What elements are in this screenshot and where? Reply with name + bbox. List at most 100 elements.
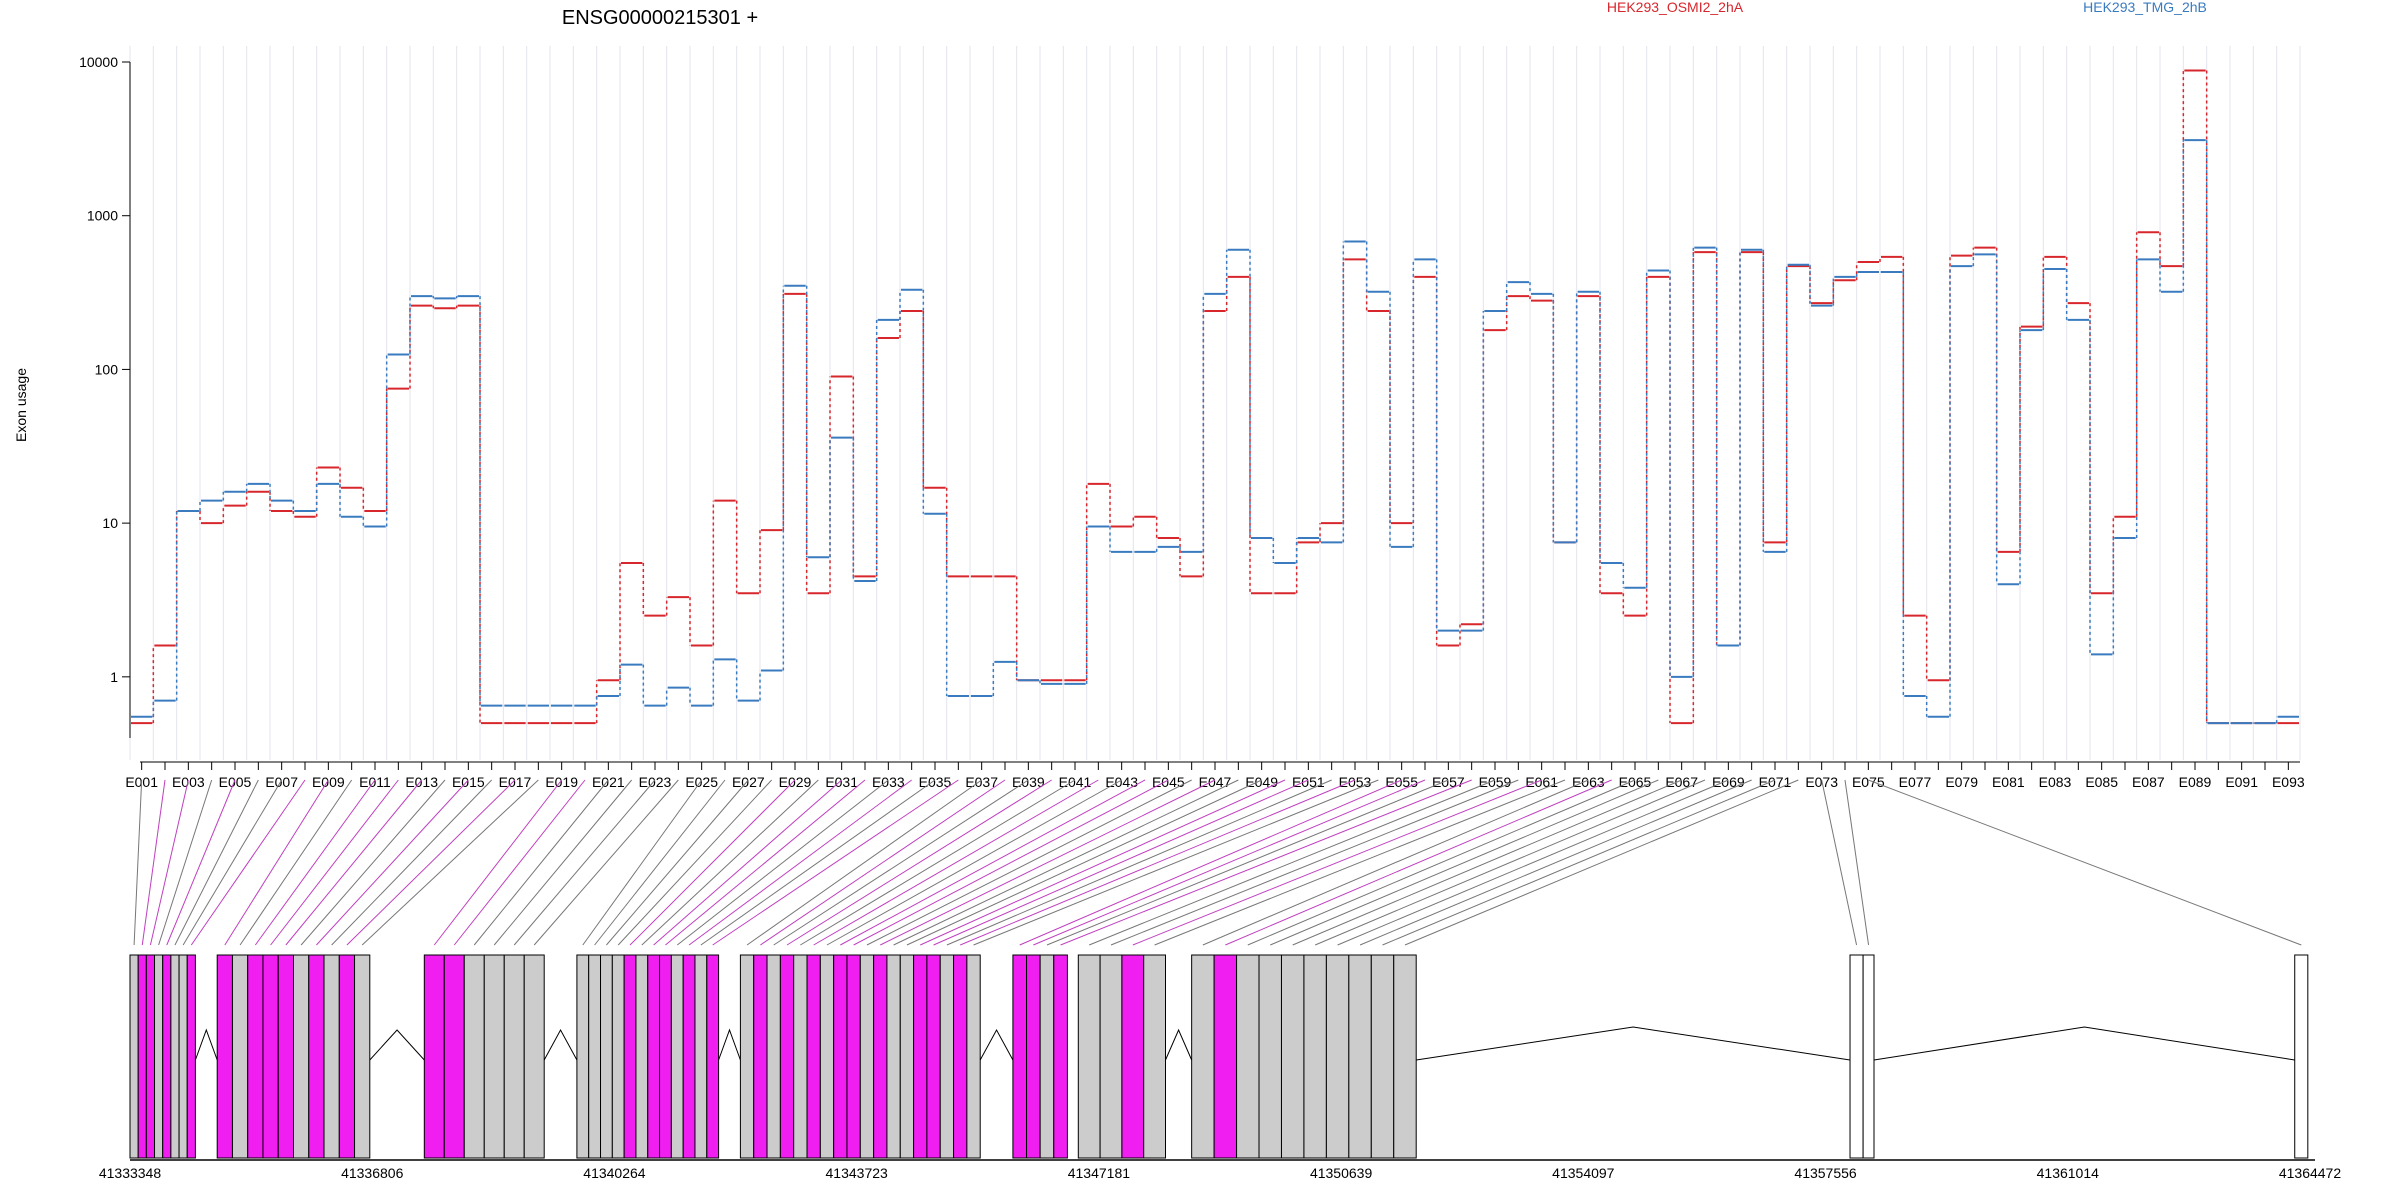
- x-tick-label: E021: [592, 774, 625, 790]
- exon-block: [611, 954, 625, 1159]
- intron-line: [979, 1028, 1014, 1061]
- exon-block: [463, 954, 485, 1159]
- exon-block: [846, 954, 861, 1159]
- x-tick-label: E069: [1712, 774, 1745, 790]
- exon-connector: [826, 779, 1122, 946]
- exon-connector: [1314, 779, 1706, 946]
- exon-connector: [473, 779, 609, 946]
- exon-connector: [182, 779, 283, 946]
- x-tick-label: E005: [219, 774, 252, 790]
- intron-line: [194, 1028, 218, 1061]
- y-tick-label: 100: [95, 361, 119, 377]
- x-tick-label: E019: [545, 774, 578, 790]
- exon-connector: [1292, 779, 1682, 946]
- legend-label-osmi2: HEK293_OSMI2_2hA: [1607, 0, 1744, 15]
- x-tick-label: E061: [1525, 774, 1558, 790]
- exon-block: [1325, 954, 1350, 1159]
- intron-line: [1873, 1026, 2295, 1061]
- exon-block: [779, 954, 795, 1159]
- exon-connector: [1225, 779, 1612, 946]
- exon-connector: [1382, 779, 1776, 946]
- exon-block: [178, 954, 188, 1159]
- exon-block: [913, 954, 928, 1159]
- exon-connector: [1060, 779, 1472, 946]
- exon-block: [1862, 954, 1875, 1159]
- exon-block: [766, 954, 781, 1159]
- exon-block: [247, 954, 264, 1159]
- exon-connector: [933, 779, 1309, 946]
- exon-block: [443, 954, 465, 1159]
- exon-connector: [513, 779, 656, 946]
- exon-connector: [746, 779, 982, 946]
- y-tick-label: 10000: [79, 54, 118, 70]
- x-tick-label: E089: [2179, 774, 2212, 790]
- x-tick-label: E077: [1899, 774, 1932, 790]
- exon-block: [739, 954, 755, 1159]
- exon-connector: [285, 779, 423, 946]
- coordinate-label: 41347181: [1068, 1165, 1131, 1181]
- exon-block: [323, 954, 340, 1159]
- exon-block: [1370, 954, 1395, 1159]
- exon-connector: [973, 779, 1379, 946]
- coordinate-label: 41354097: [1552, 1165, 1615, 1181]
- exon-connector: [906, 779, 1262, 946]
- exon-connector: [239, 779, 353, 946]
- x-tick-label: E047: [1199, 774, 1232, 790]
- exon-connector: [270, 779, 399, 946]
- exon-block: [354, 954, 371, 1159]
- exon-connector: [641, 779, 819, 946]
- exon-connector: [533, 779, 679, 946]
- exon-block: [216, 954, 233, 1159]
- exon-block: [926, 954, 941, 1159]
- exon-block: [859, 954, 875, 1159]
- exon-block: [423, 954, 445, 1159]
- exon-block: [886, 954, 901, 1159]
- exon-connector: [1089, 779, 1496, 946]
- x-tick-label: E063: [1572, 774, 1605, 790]
- x-tick-label: E059: [1479, 774, 1512, 790]
- x-tick-label: E045: [1152, 774, 1185, 790]
- intron-line: [543, 1028, 578, 1061]
- exon-connector: [141, 779, 166, 946]
- exon-block: [186, 954, 196, 1159]
- exon-block: [819, 954, 835, 1159]
- y-tick-label: 1000: [87, 208, 118, 224]
- y-tick-label: 1: [110, 669, 118, 685]
- x-tick-label: E041: [1059, 774, 1092, 790]
- exon-connector: [1110, 779, 1519, 946]
- intron-line: [718, 1028, 741, 1061]
- exon-connector: [1404, 779, 1799, 946]
- exon-connector: [800, 779, 1076, 946]
- exon-block: [1099, 954, 1123, 1159]
- exon-block: [647, 954, 661, 1159]
- exon-connector: [594, 779, 726, 946]
- x-tick-label: E017: [499, 774, 532, 790]
- exon-block: [1026, 954, 1041, 1159]
- exon-block: [1258, 954, 1282, 1159]
- exon-block: [2294, 954, 2309, 1159]
- exon-block: [576, 954, 590, 1159]
- exon-connector: [880, 779, 1216, 946]
- exon-connector: [606, 779, 749, 946]
- exon-connector: [617, 779, 773, 946]
- exon-connector: [688, 779, 912, 946]
- x-tick-label: E015: [452, 774, 485, 790]
- x-tick-label: E065: [1619, 774, 1652, 790]
- exon-block: [503, 954, 525, 1159]
- exon-connector: [433, 779, 563, 946]
- exon-block: [1280, 954, 1305, 1159]
- x-tick-label: E075: [1852, 774, 1885, 790]
- series-1: [131, 139, 2299, 725]
- vertical-grid: [129, 46, 2301, 760]
- exon-connector: [493, 779, 633, 946]
- series-group: [131, 69, 2299, 725]
- x-tick-label: E067: [1665, 774, 1698, 790]
- legend-label-tmg: HEK293_TMG_2hB: [2083, 0, 2207, 15]
- intron-line: [369, 1029, 425, 1061]
- x-tick-label: E029: [779, 774, 812, 790]
- exon-block: [682, 954, 696, 1159]
- exon-connector: [960, 779, 1356, 946]
- y-axis-label: Exon usage: [13, 368, 29, 442]
- exon-block: [483, 954, 505, 1159]
- exon-block: [162, 954, 172, 1159]
